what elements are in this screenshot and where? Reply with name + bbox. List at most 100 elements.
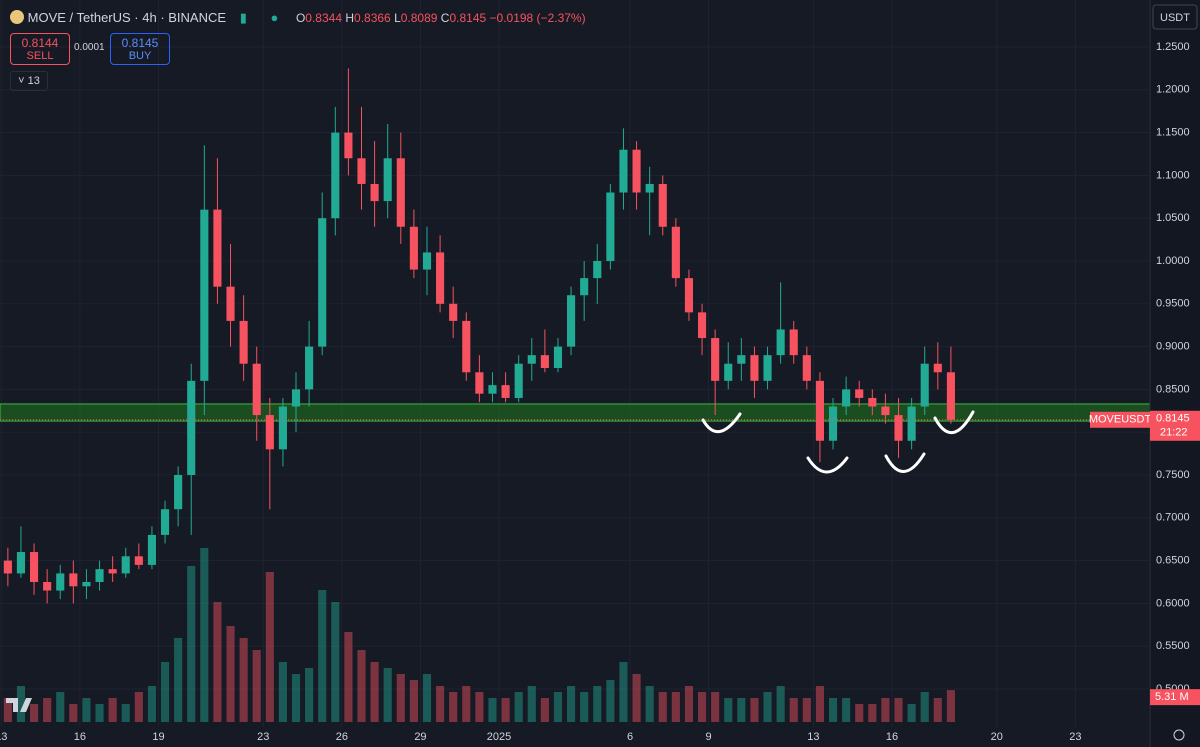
price-axis [1150,0,1200,747]
candle-body [776,329,785,356]
c-label: C [440,11,450,25]
volume-bar [815,686,824,722]
candle-body [187,380,196,475]
volume-bar [305,668,314,722]
volume-bar [645,686,654,722]
candle-body [134,556,143,565]
symbol-tag [1090,411,1150,428]
candle-body [147,534,156,565]
currency[interactable]: USDT [1160,12,1190,24]
sell-price[interactable]: 0.8144 [21,36,59,50]
y-tick-label: 0.5500 [1156,640,1190,652]
indicators-toggle[interactable]: ˅ 13 [10,71,48,91]
low-value: 0.8089 [400,11,438,25]
volume-bar [671,692,680,722]
hand-drawn-arc [884,452,926,473]
sell-button[interactable]: 0.8144 SELL [10,33,70,65]
volume-bar [291,674,301,722]
candle-body [868,397,877,407]
o-label: O [295,11,306,25]
buy-button[interactable]: 0.8145 BUY [110,33,170,65]
x-tick-label: 16 [886,731,898,743]
volume-bar [396,674,405,722]
status-dot: ● [270,10,279,25]
plot [0,0,1151,727]
l-label: L [394,11,401,25]
volume-bar [43,698,52,722]
y-tick-label: 1.0500 [1156,212,1190,224]
candle-body [278,406,287,450]
candle-body [697,312,707,339]
candle-body [881,406,890,416]
y-tick-label: 0.8500 [1156,383,1190,395]
sell-label[interactable]: SELL [26,50,54,62]
open-value: 0.8344 [305,11,342,25]
toolbar: MOVE / TetherUS · 4h · BINANCE ▮ ● O0.83… [0,0,1150,100]
candle-body [3,560,12,574]
countdown: 21:22 [1160,427,1188,439]
volume-bar [475,692,484,722]
volume-bar [278,662,287,722]
volume-bar [842,698,851,722]
y-tick-label: 0.9000 [1156,341,1190,353]
candle-body [567,295,576,347]
volume-bar [383,668,392,722]
volume-bar [881,698,890,722]
x-tick-label: 23 [1069,731,1081,743]
indicator-count[interactable]: 13 [27,75,40,87]
volume-bar [422,674,432,722]
volume-bar [855,704,864,722]
volume-bar [265,572,274,722]
currency-box[interactable] [1152,4,1198,30]
y-tick-label: 1.0000 [1156,255,1190,267]
volume-bar [697,692,707,722]
candle-body [828,406,838,441]
candle-body [645,183,654,193]
candle-body [907,406,916,441]
candle-body [383,158,392,202]
candle-body [593,260,602,279]
legend: MOVE / TetherUS · 4h · BINANCE ▮ ● O0.83… [10,10,586,26]
volume-bar [436,686,445,722]
y-tick-label: 0.9500 [1156,298,1190,310]
buy-label[interactable]: BUY [128,50,152,62]
candle-body [265,415,274,450]
candle-body [514,363,523,398]
candle-body [436,252,445,304]
candle-body [750,355,759,381]
candle-body [16,552,26,574]
y-tick-label: 0.6500 [1156,555,1190,567]
settings-icon[interactable] [1173,729,1185,741]
candle-body [174,474,183,510]
candle-body [29,552,39,582]
candle-body [357,158,366,184]
candle-body [409,226,418,270]
buy-price[interactable]: 0.8145 [121,36,159,50]
candle-body [540,355,549,368]
candle-body [527,355,536,364]
volume-bar [606,680,615,722]
candle-body [462,320,471,373]
candle-body [475,372,484,394]
candle-body [200,209,209,381]
y-tick-label: 1.2000 [1156,84,1190,96]
candle-body [344,132,353,159]
x-tick-label: 19 [152,731,164,743]
volume-bar [750,698,759,722]
volume-bar [501,698,510,722]
candle-body [711,338,720,381]
candle-body [252,363,261,416]
symbol-icon [10,10,24,24]
x-tick-label: 26 [336,731,348,743]
volume-bar [3,698,12,722]
y-tick-label: 1.2500 [1156,41,1190,53]
volume-bar [553,692,563,722]
volume-bar [567,686,576,722]
axis: 0.50000.55000.60000.65000.70000.75000.80… [0,41,1200,743]
flag[interactable]: ▮ [239,10,247,25]
candle-body [946,372,955,420]
candle-body [108,569,117,574]
volume-bar [462,686,471,722]
x-tick-label: 2025 [487,731,511,743]
